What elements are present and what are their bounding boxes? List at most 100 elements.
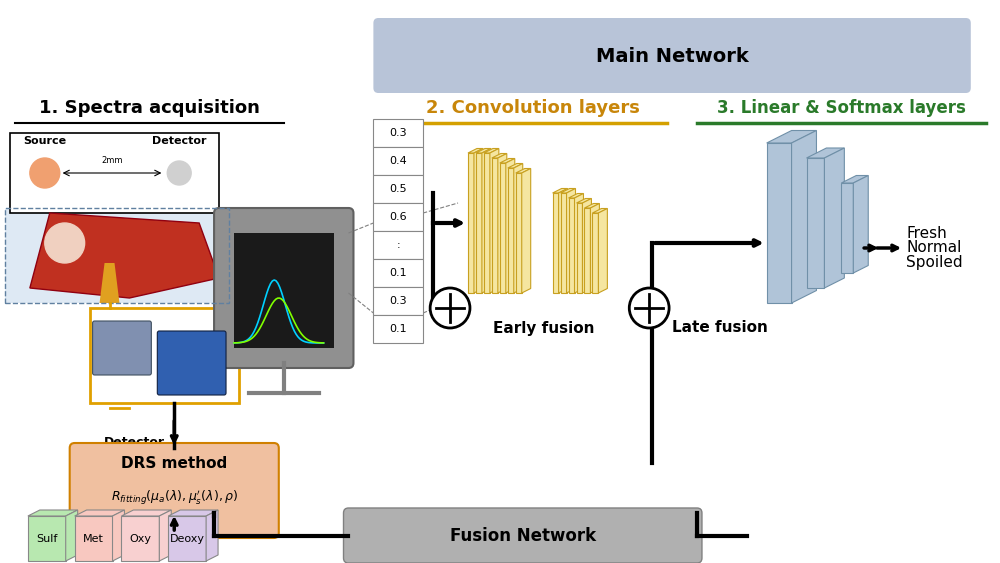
- Polygon shape: [514, 163, 523, 293]
- Polygon shape: [522, 168, 531, 293]
- Polygon shape: [807, 148, 844, 158]
- Text: Fresh: Fresh: [906, 226, 947, 240]
- FancyBboxPatch shape: [373, 119, 423, 147]
- Polygon shape: [500, 159, 515, 163]
- Text: 0.5: 0.5: [389, 184, 407, 194]
- Polygon shape: [577, 203, 582, 293]
- Polygon shape: [100, 263, 119, 303]
- Polygon shape: [476, 153, 482, 293]
- Polygon shape: [592, 213, 598, 293]
- Text: 2mm: 2mm: [101, 156, 123, 165]
- Text: 1. Spectra acquisition: 1. Spectra acquisition: [39, 99, 260, 117]
- Text: 0.1: 0.1: [389, 268, 407, 278]
- Polygon shape: [807, 158, 824, 288]
- Polygon shape: [500, 163, 506, 293]
- Polygon shape: [75, 510, 124, 516]
- FancyBboxPatch shape: [10, 133, 219, 213]
- Text: Fusion Network: Fusion Network: [450, 527, 596, 545]
- FancyBboxPatch shape: [234, 233, 334, 348]
- Polygon shape: [561, 189, 576, 193]
- Polygon shape: [66, 510, 78, 561]
- Text: 0.4: 0.4: [389, 156, 407, 166]
- FancyBboxPatch shape: [373, 231, 423, 259]
- Polygon shape: [159, 510, 171, 561]
- Text: Oxy: Oxy: [129, 534, 151, 543]
- Text: 0.3: 0.3: [389, 296, 407, 306]
- Polygon shape: [492, 158, 498, 293]
- Polygon shape: [767, 131, 816, 143]
- Polygon shape: [559, 189, 568, 293]
- Polygon shape: [508, 168, 514, 293]
- Polygon shape: [577, 199, 591, 203]
- Polygon shape: [476, 149, 491, 153]
- Polygon shape: [584, 208, 590, 293]
- Polygon shape: [75, 516, 113, 561]
- Polygon shape: [474, 149, 483, 293]
- Text: Main Network: Main Network: [596, 47, 748, 65]
- Polygon shape: [584, 203, 599, 208]
- Polygon shape: [121, 510, 171, 516]
- Polygon shape: [113, 510, 124, 561]
- Polygon shape: [28, 516, 66, 561]
- Polygon shape: [482, 149, 491, 293]
- Polygon shape: [168, 516, 206, 561]
- Text: Spoiled: Spoiled: [906, 256, 963, 270]
- Text: Detector: Detector: [104, 436, 165, 449]
- Polygon shape: [28, 510, 78, 516]
- FancyBboxPatch shape: [373, 175, 423, 203]
- Polygon shape: [168, 510, 218, 516]
- Text: 0.1: 0.1: [389, 324, 407, 334]
- Polygon shape: [468, 153, 474, 293]
- Polygon shape: [206, 510, 218, 561]
- Polygon shape: [516, 173, 522, 293]
- Circle shape: [167, 161, 191, 185]
- Text: Source: Source: [23, 136, 66, 146]
- Circle shape: [430, 288, 470, 328]
- Polygon shape: [792, 131, 816, 303]
- FancyBboxPatch shape: [373, 203, 423, 231]
- Polygon shape: [841, 183, 853, 273]
- Text: Deoxy: Deoxy: [170, 534, 205, 543]
- Polygon shape: [553, 193, 559, 293]
- FancyBboxPatch shape: [70, 443, 279, 538]
- Polygon shape: [598, 208, 607, 293]
- Polygon shape: [553, 189, 568, 193]
- Polygon shape: [484, 149, 499, 153]
- Polygon shape: [575, 194, 583, 293]
- Polygon shape: [569, 194, 583, 198]
- Text: Normal: Normal: [906, 240, 961, 256]
- Polygon shape: [468, 149, 483, 153]
- Circle shape: [629, 288, 669, 328]
- Text: Source: Source: [110, 457, 159, 470]
- Text: 0.3: 0.3: [389, 128, 407, 138]
- FancyBboxPatch shape: [93, 321, 151, 375]
- Polygon shape: [508, 163, 523, 168]
- Circle shape: [30, 158, 60, 188]
- Polygon shape: [824, 148, 844, 288]
- Polygon shape: [590, 203, 599, 293]
- FancyBboxPatch shape: [373, 287, 423, 315]
- Text: $R_{fitting}(\mu_a(\lambda), \mu_s^{\prime}(\lambda), \rho)$: $R_{fitting}(\mu_a(\lambda), \mu_s^{\pri…: [111, 489, 238, 507]
- Polygon shape: [121, 516, 159, 561]
- Polygon shape: [841, 176, 868, 183]
- FancyBboxPatch shape: [157, 331, 226, 395]
- Text: Met: Met: [83, 534, 104, 543]
- Polygon shape: [767, 143, 792, 303]
- Polygon shape: [484, 153, 490, 293]
- FancyBboxPatch shape: [373, 147, 423, 175]
- FancyBboxPatch shape: [90, 308, 239, 403]
- Text: Early fusion: Early fusion: [493, 320, 594, 336]
- Polygon shape: [516, 168, 531, 173]
- Polygon shape: [506, 159, 515, 293]
- Polygon shape: [498, 154, 507, 293]
- Text: 0.6: 0.6: [389, 212, 407, 222]
- Polygon shape: [582, 199, 591, 293]
- Text: Sulf: Sulf: [36, 534, 57, 543]
- Text: Detector: Detector: [152, 136, 206, 146]
- Polygon shape: [490, 149, 499, 293]
- Circle shape: [45, 223, 85, 263]
- Polygon shape: [592, 208, 607, 213]
- Text: 2. Convolution layers: 2. Convolution layers: [426, 99, 640, 117]
- Polygon shape: [5, 208, 229, 303]
- Polygon shape: [561, 193, 567, 293]
